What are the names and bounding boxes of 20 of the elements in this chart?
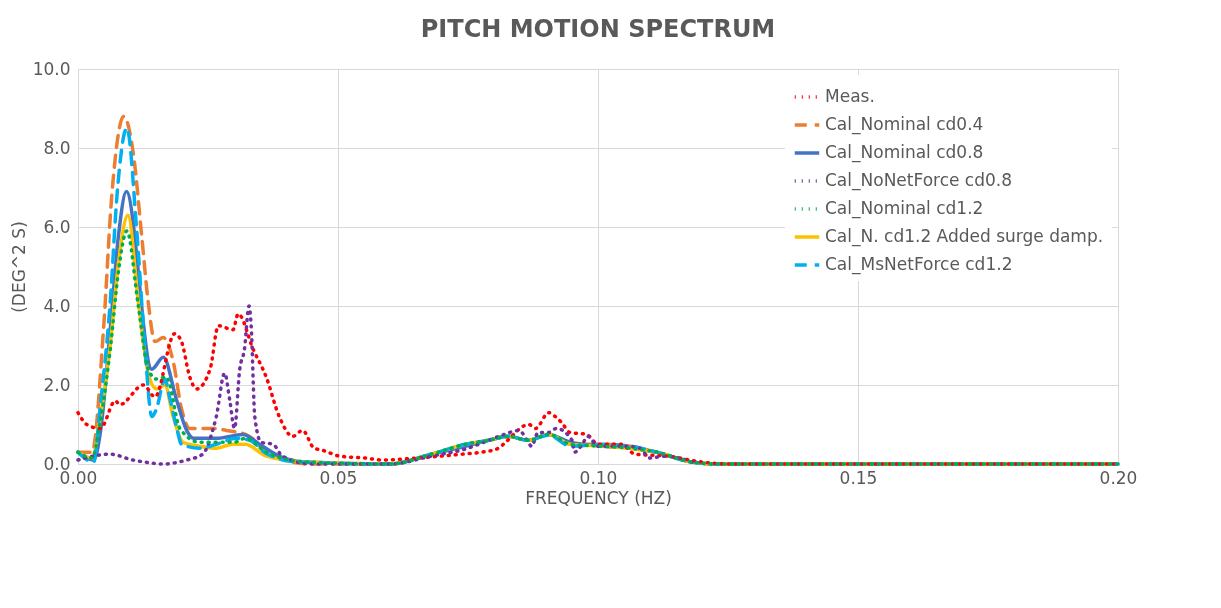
x-tick-label: 0.10 <box>579 467 618 488</box>
legend-label: Cal_N. cd1.2 Added surge damp. <box>825 226 1104 247</box>
y-tick-label: 8.0 <box>43 137 71 158</box>
legend-label: Cal_NoNetForce cd0.8 <box>825 170 1013 191</box>
y-tick-label: 6.0 <box>43 216 71 237</box>
x-tick-label: 0.15 <box>839 467 878 488</box>
legend-label: Cal_MsNetForce cd1.2 <box>825 254 1013 275</box>
x-axis-title: FREQUENCY (HZ) <box>525 487 672 508</box>
legend-label: Cal_Nominal cd0.8 <box>825 142 984 163</box>
y-tick-label: 10.0 <box>32 58 71 79</box>
legend-label: Cal_Nominal cd1.2 <box>825 198 984 219</box>
chart-title: PITCH MOTION SPECTRUM <box>420 15 776 43</box>
legend-label: Cal_Nominal cd0.4 <box>825 114 984 135</box>
y-tick-label: 2.0 <box>43 374 71 395</box>
legend-label: Meas. <box>825 86 875 106</box>
x-tick-label: 0.05 <box>319 467 358 488</box>
y-axis-title: (DEG^2 S) <box>8 221 29 313</box>
y-tick-label: 4.0 <box>43 295 71 316</box>
x-tick-label: 0.20 <box>1099 467 1138 488</box>
line-series <box>76 304 694 466</box>
